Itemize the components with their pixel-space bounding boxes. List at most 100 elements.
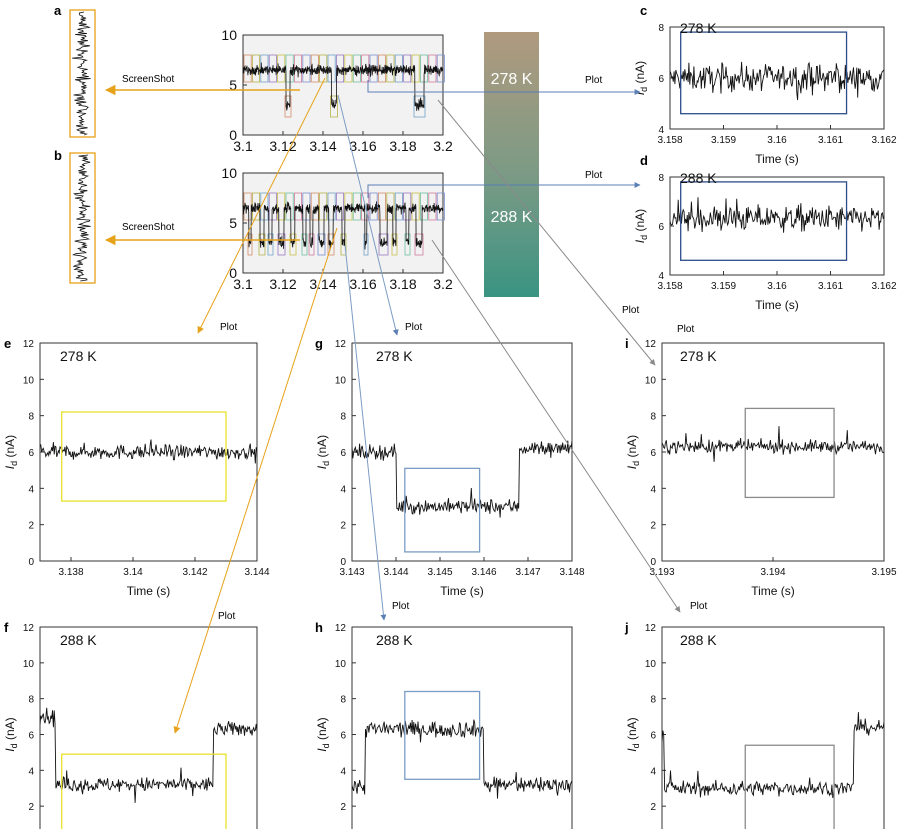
- overview-dip-box: [329, 95, 338, 118]
- panel-letter-c: c: [640, 3, 647, 18]
- data-line-g: [352, 440, 572, 518]
- xtick-label-g: 3.148: [559, 567, 584, 578]
- overview-xtick-label: 3.18: [389, 138, 416, 154]
- ytick-label-g: 2: [340, 521, 346, 532]
- temperature-label-f: 288 K: [60, 632, 97, 648]
- ytick-label-j: 6: [650, 731, 656, 742]
- overview-dip-box: [258, 233, 266, 256]
- data-line-c: [670, 61, 884, 101]
- ytick-label-d: 8: [658, 173, 664, 184]
- arrow-plot-i: [437, 99, 656, 366]
- ytick-label-i: 0: [650, 557, 656, 568]
- xtick-label-c: 3.159: [711, 135, 736, 146]
- xtick-label-i: 3.194: [760, 567, 785, 578]
- ylabel-unit-c: (nA): [633, 61, 647, 87]
- ytick-label-e: 10: [23, 375, 35, 386]
- temperature-label-i: 278 K: [680, 348, 717, 364]
- overview-xtick-label: 3.14: [309, 276, 336, 292]
- xaxis-label-e: Time (s): [127, 584, 171, 598]
- temperature-label-g: 278 K: [376, 348, 413, 364]
- ylabel-symbol-d: I: [633, 239, 647, 243]
- gradient-label-278: 278 K: [491, 71, 533, 88]
- xtick-label-e: 3.144: [244, 567, 269, 578]
- label-screenshot-b: ScreenShot: [122, 222, 174, 233]
- overview-xtick-label: 3.18: [389, 276, 416, 292]
- ytick-label-g: 8: [340, 412, 346, 423]
- gradient-label-288: 288 K: [491, 209, 533, 226]
- ytick-label-f: 4: [28, 766, 34, 777]
- label-plot-e: Plot: [220, 322, 237, 333]
- overview-ytick-label: 5: [229, 77, 237, 93]
- overview-dip-box: [404, 233, 411, 256]
- panel-f: 024681012Id (nA)288 K: [3, 623, 258, 829]
- data-line-e: [40, 439, 257, 464]
- overview-frame: [242, 34, 444, 136]
- xtick-label-g: 3.145: [427, 567, 452, 578]
- xtick-label-e: 3.142: [182, 567, 207, 578]
- xtick-label-d: 3.161: [818, 281, 843, 292]
- overview-xtick-label: 3.16: [349, 276, 376, 292]
- data-line-f: [40, 707, 257, 803]
- ylabel-subscript-i: d: [631, 461, 641, 466]
- overview-xtick-label: 3.12: [269, 138, 296, 154]
- yaxis-label-g: Id (nA): [315, 435, 331, 469]
- overview-dip-box: [308, 233, 315, 256]
- xtick-label-c: 3.162: [871, 135, 896, 146]
- ylabel-unit-j: (nA): [625, 717, 639, 743]
- overview-frame: [242, 172, 444, 274]
- overview-ytick-label: 0: [229, 127, 237, 143]
- yaxis-label-d: Id (nA): [633, 209, 649, 243]
- yaxis-label-j: Id (nA): [625, 717, 641, 751]
- label-plot-i-lower: Plot: [677, 324, 694, 335]
- ylabel-subscript-h: d: [321, 743, 331, 748]
- panel-d: 4 6 8 3.158 3.159 3.16 3.161 3.162 Time (s) Id (n…: [633, 170, 897, 312]
- highlight-box-c: [680, 31, 848, 115]
- temperature-gradient-bar: [484, 32, 539, 297]
- ylabel-subscript-e: d: [9, 461, 19, 466]
- ytick-label-d: 4: [658, 271, 664, 282]
- data-line-h: [352, 719, 572, 799]
- ylabel-unit-i: (nA): [625, 435, 639, 461]
- plot-frame-j: [661, 626, 885, 829]
- ytick-label-h: 12: [335, 623, 347, 634]
- ylabel-subscript-j: d: [631, 743, 641, 748]
- ytick-label-h: 6: [340, 731, 346, 742]
- ylabel-unit-g: (nA): [315, 435, 329, 461]
- overview-xtick-label: 3.1: [233, 276, 253, 292]
- ylabel-subscript-f: d: [9, 743, 19, 748]
- temperature-label-e: 278 K: [60, 348, 97, 364]
- ylabel-unit-h: (nA): [315, 717, 329, 743]
- ytick-label-e: 0: [28, 557, 34, 568]
- plot-frame-e: [39, 342, 258, 562]
- ylabel-subscript-c: d: [639, 87, 649, 92]
- ylabel-subscript-d: d: [639, 235, 649, 240]
- panel-letter-h: h: [315, 620, 323, 635]
- overview-data-line: [242, 201, 444, 251]
- panel-i: 0 2 4 6 8 10 12 3.193 3.194 3.195 Time (s) Id (nA) 2…: [625, 339, 897, 598]
- crop-b-trace: [72, 154, 91, 282]
- overview-dip-box: [327, 233, 335, 256]
- xtick-label-d: 3.158: [657, 281, 682, 292]
- xtick-label-d: 3.162: [871, 281, 896, 292]
- panel-letter-j: j: [624, 620, 629, 635]
- panel-g: 0 2 4 6 8 10 12 3.143 3.144 3.145 3.146 3.147 3.148 T…: [315, 339, 585, 598]
- screenshot-crop-a: [69, 9, 96, 138]
- overview-ytick-label: 10: [221, 27, 237, 43]
- highlight-box-e: [61, 411, 227, 502]
- data-line-i: [662, 426, 884, 462]
- ylabel-subscript-g: d: [321, 461, 331, 466]
- overview-dip-box: [363, 233, 369, 256]
- xtick-label-g: 3.143: [339, 567, 364, 578]
- ylabel-symbol-e: I: [3, 465, 17, 469]
- ytick-label-c: 8: [658, 23, 664, 34]
- ytick-label-j: 2: [650, 802, 656, 813]
- xtick-label-g: 3.146: [471, 567, 496, 578]
- xaxis-label-d: Time (s): [755, 298, 799, 312]
- yaxis-label-h: Id (nA): [315, 717, 331, 751]
- overview-xtick-label: 3.1: [233, 138, 253, 154]
- label-plot-i-upper: Plot: [622, 305, 639, 316]
- overview-ytick-label: 5: [229, 215, 237, 231]
- ytick-label-f: 12: [23, 623, 35, 634]
- crop-a-trace: [72, 11, 91, 136]
- panel-letter-b: b: [54, 148, 62, 163]
